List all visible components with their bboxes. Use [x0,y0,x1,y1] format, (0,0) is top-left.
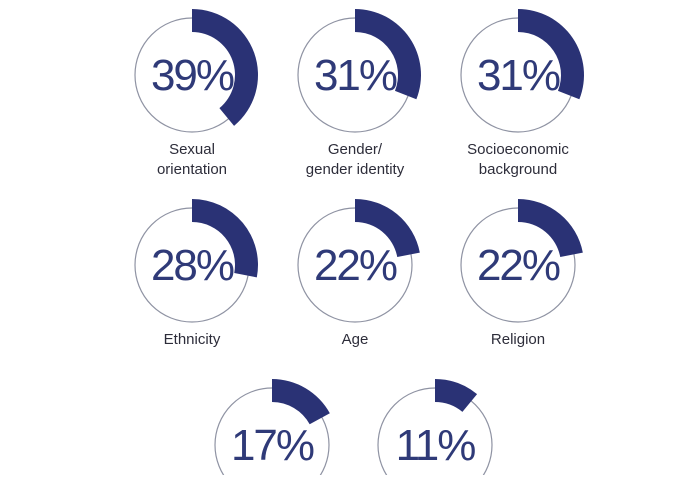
donut-item-3: 28% [134,199,258,323]
donut-arc-0 [192,9,259,126]
donut-category-label-line: Sexual [169,141,215,158]
donut-item-0: 39% [134,9,259,133]
donut-category-label-line: Religion [490,331,546,348]
donut-item-4: 22% [297,199,420,323]
donut-category-label-line: Gender/ [327,141,383,158]
donut-value-label-0: 39% [151,51,234,100]
donut-category-label-3: Ethnicity [107,330,277,350]
donut-category-label-2: Socioeconomic background [433,140,603,180]
donut-category-label-0: Sexual orientation [107,140,277,180]
donut-value-label-7: 11% [396,421,476,470]
donut-arc-6 [272,379,330,425]
donut-arc-4 [355,199,420,257]
donut-arc-5 [518,199,583,257]
donut-value-label-5: 22% [477,241,560,290]
donut-arc-2 [518,9,584,100]
donut-category-label-4: Age [270,330,440,350]
donut-item-2: 31% [460,9,584,133]
donut-value-label-4: 22% [314,241,397,290]
donut-arc-3 [192,199,258,278]
donut-value-label-6: 17% [231,421,314,470]
donut-value-label-1: 31% [314,51,397,100]
donut-category-label-1: Gender/gender identity [270,140,440,180]
donut-category-label-line: background [478,161,558,178]
donut-category-label-line: Socioeconomic [467,141,569,158]
donut-item-7: 11% [377,379,493,480]
donut-value-label-2: 31% [477,51,560,100]
donut-arc-1 [355,9,421,100]
donut-item-1: 31% [297,9,421,133]
donut-category-label-line: Age [341,331,369,348]
donut-category-label-line: Ethnicity [163,331,221,348]
donut-value-label-3: 28% [151,241,234,290]
donut-item-5: 22% [460,199,583,323]
donut-category-label-line: orientation [156,161,228,178]
donut-category-label-5: Religion [433,330,603,350]
donut-item-6: 17% [214,379,330,480]
donut-arc-7 [435,379,478,412]
donut-category-label-line: gender identity [305,161,405,178]
